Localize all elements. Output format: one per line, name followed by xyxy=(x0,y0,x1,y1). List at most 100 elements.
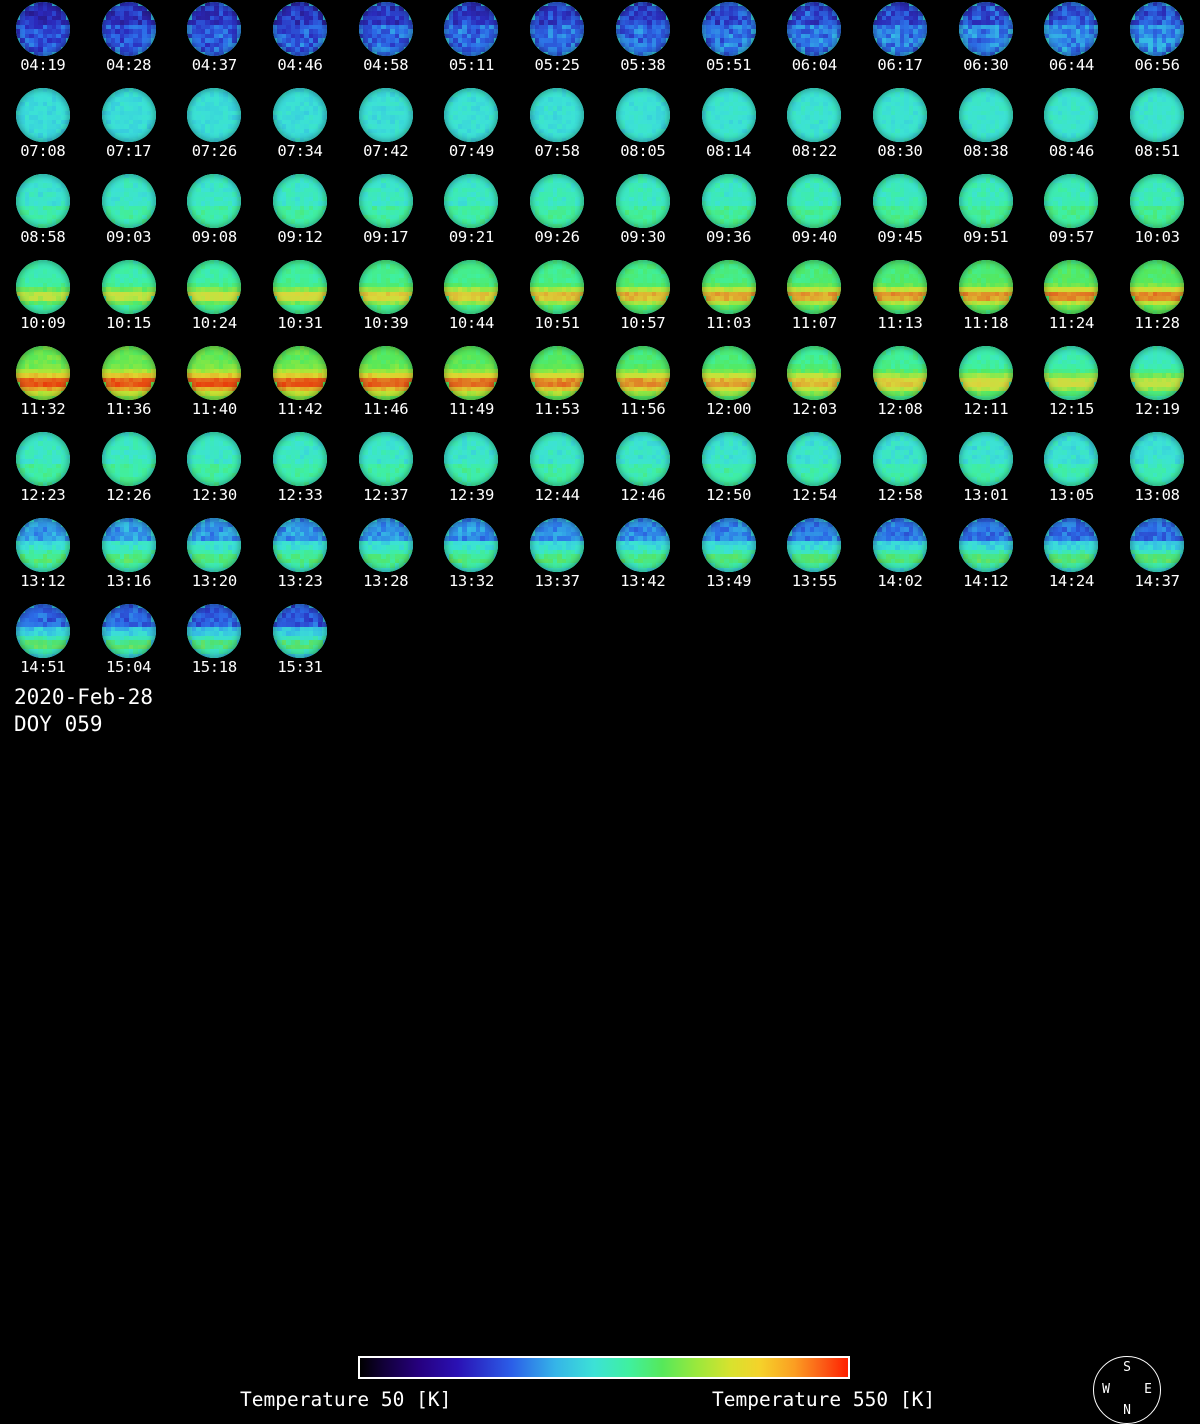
montage-cell[interactable]: 13:12 xyxy=(0,516,86,602)
montage-cell[interactable]: 09:12 xyxy=(257,172,343,258)
disk-image[interactable] xyxy=(86,430,172,488)
disk-image[interactable] xyxy=(600,258,686,316)
disk-image[interactable] xyxy=(771,0,857,58)
montage-cell[interactable]: 14:02 xyxy=(857,516,943,602)
disk-image[interactable] xyxy=(943,0,1029,58)
montage-cell[interactable]: 12:54 xyxy=(771,430,857,516)
montage-cell[interactable]: 14:12 xyxy=(943,516,1029,602)
disk-image[interactable] xyxy=(343,344,429,402)
disk-image[interactable] xyxy=(514,86,600,144)
disk-image[interactable] xyxy=(257,516,343,574)
disk-image[interactable] xyxy=(257,430,343,488)
disk-image[interactable] xyxy=(86,258,172,316)
montage-cell[interactable]: 09:36 xyxy=(686,172,772,258)
montage-cell[interactable]: 08:22 xyxy=(771,86,857,172)
montage-cell[interactable]: 11:24 xyxy=(1029,258,1115,344)
disk-image[interactable] xyxy=(857,258,943,316)
disk-image[interactable] xyxy=(171,344,257,402)
montage-cell[interactable]: 11:32 xyxy=(0,344,86,430)
montage-cell[interactable]: 10:15 xyxy=(86,258,172,344)
montage-cell[interactable]: 13:01 xyxy=(943,430,1029,516)
montage-cell[interactable]: 13:37 xyxy=(514,516,600,602)
montage-cell[interactable]: 11:18 xyxy=(943,258,1029,344)
disk-image[interactable] xyxy=(771,516,857,574)
disk-image[interactable] xyxy=(1029,258,1115,316)
disk-image[interactable] xyxy=(686,516,772,574)
montage-cell[interactable]: 12:39 xyxy=(429,430,515,516)
disk-image[interactable] xyxy=(1114,430,1200,488)
montage-cell[interactable]: 04:28 xyxy=(86,0,172,86)
disk-image[interactable] xyxy=(86,86,172,144)
montage-cell[interactable]: 04:37 xyxy=(171,0,257,86)
disk-image[interactable] xyxy=(0,0,86,58)
montage-cell[interactable]: 11:42 xyxy=(257,344,343,430)
montage-cell[interactable]: 09:45 xyxy=(857,172,943,258)
montage-cell[interactable]: 09:03 xyxy=(86,172,172,258)
montage-cell[interactable]: 08:30 xyxy=(857,86,943,172)
montage-cell[interactable]: 07:58 xyxy=(514,86,600,172)
disk-image[interactable] xyxy=(857,430,943,488)
montage-cell[interactable]: 11:13 xyxy=(857,258,943,344)
montage-cell[interactable]: 05:38 xyxy=(600,0,686,86)
disk-image[interactable] xyxy=(171,0,257,58)
disk-image[interactable] xyxy=(857,86,943,144)
montage-cell[interactable]: 10:57 xyxy=(600,258,686,344)
disk-image[interactable] xyxy=(86,172,172,230)
montage-cell[interactable]: 12:15 xyxy=(1029,344,1115,430)
montage-cell[interactable]: 11:56 xyxy=(600,344,686,430)
disk-image[interactable] xyxy=(771,172,857,230)
montage-cell[interactable]: 12:37 xyxy=(343,430,429,516)
disk-image[interactable] xyxy=(1114,516,1200,574)
disk-image[interactable] xyxy=(429,344,515,402)
disk-image[interactable] xyxy=(771,258,857,316)
disk-image[interactable] xyxy=(171,602,257,660)
montage-cell[interactable]: 12:46 xyxy=(600,430,686,516)
disk-image[interactable] xyxy=(171,86,257,144)
disk-image[interactable] xyxy=(600,172,686,230)
disk-image[interactable] xyxy=(943,258,1029,316)
montage-cell[interactable]: 12:11 xyxy=(943,344,1029,430)
disk-image[interactable] xyxy=(429,258,515,316)
disk-image[interactable] xyxy=(686,0,772,58)
disk-image[interactable] xyxy=(343,0,429,58)
montage-cell[interactable]: 11:49 xyxy=(429,344,515,430)
disk-image[interactable] xyxy=(257,602,343,660)
disk-image[interactable] xyxy=(857,344,943,402)
disk-image[interactable] xyxy=(771,344,857,402)
disk-image[interactable] xyxy=(0,172,86,230)
montage-cell[interactable]: 09:51 xyxy=(943,172,1029,258)
montage-cell[interactable]: 11:53 xyxy=(514,344,600,430)
disk-image[interactable] xyxy=(943,430,1029,488)
disk-image[interactable] xyxy=(943,516,1029,574)
disk-image[interactable] xyxy=(1114,86,1200,144)
disk-image[interactable] xyxy=(171,172,257,230)
montage-cell[interactable]: 10:31 xyxy=(257,258,343,344)
montage-cell[interactable]: 10:39 xyxy=(343,258,429,344)
montage-cell[interactable]: 05:11 xyxy=(429,0,515,86)
disk-image[interactable] xyxy=(1114,172,1200,230)
disk-image[interactable] xyxy=(1029,86,1115,144)
disk-image[interactable] xyxy=(943,172,1029,230)
disk-image[interactable] xyxy=(857,516,943,574)
disk-image[interactable] xyxy=(86,602,172,660)
disk-image[interactable] xyxy=(86,0,172,58)
disk-image[interactable] xyxy=(0,430,86,488)
disk-image[interactable] xyxy=(600,516,686,574)
disk-image[interactable] xyxy=(1029,430,1115,488)
disk-image[interactable] xyxy=(343,86,429,144)
montage-cell[interactable]: 13:32 xyxy=(429,516,515,602)
disk-image[interactable] xyxy=(514,344,600,402)
montage-cell[interactable]: 06:44 xyxy=(1029,0,1115,86)
montage-cell[interactable]: 06:56 xyxy=(1114,0,1200,86)
disk-image[interactable] xyxy=(0,516,86,574)
disk-image[interactable] xyxy=(943,86,1029,144)
montage-cell[interactable]: 13:16 xyxy=(86,516,172,602)
montage-cell[interactable]: 12:00 xyxy=(686,344,772,430)
montage-cell[interactable]: 12:50 xyxy=(686,430,772,516)
disk-image[interactable] xyxy=(429,0,515,58)
montage-cell[interactable]: 07:08 xyxy=(0,86,86,172)
disk-image[interactable] xyxy=(943,344,1029,402)
montage-cell[interactable]: 07:49 xyxy=(429,86,515,172)
montage-cell[interactable]: 14:37 xyxy=(1114,516,1200,602)
disk-image[interactable] xyxy=(343,430,429,488)
